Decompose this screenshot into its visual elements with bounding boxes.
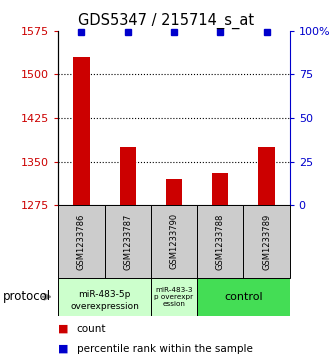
Bar [120,147,136,205]
Bar [151,278,197,316]
Text: control: control [224,292,263,302]
Text: GSM1233787: GSM1233787 [123,213,132,270]
Text: GDS5347 / 215714_s_at: GDS5347 / 215714_s_at [79,13,254,29]
Bar [212,173,228,205]
Bar [197,205,243,278]
Text: protocol: protocol [3,290,52,303]
Bar [73,57,90,205]
Bar [151,205,197,278]
Text: miR-483-3
p overexpr
ession: miR-483-3 p overexpr ession [155,287,193,307]
Text: GSM1233788: GSM1233788 [216,213,225,270]
Text: count: count [77,324,106,334]
Bar [58,278,151,316]
Text: GSM1233786: GSM1233786 [77,213,86,270]
Text: ■: ■ [58,344,69,354]
Text: GSM1233790: GSM1233790 [169,213,178,269]
Bar [258,147,275,205]
Text: overexpression: overexpression [70,302,139,311]
Bar [166,179,182,205]
Bar [197,278,290,316]
Bar [58,205,105,278]
Text: ■: ■ [58,324,69,334]
Bar [105,205,151,278]
Text: percentile rank within the sample: percentile rank within the sample [77,344,252,354]
Text: GSM1233789: GSM1233789 [262,213,271,269]
Bar [243,205,290,278]
Text: miR-483-5p: miR-483-5p [78,290,131,299]
